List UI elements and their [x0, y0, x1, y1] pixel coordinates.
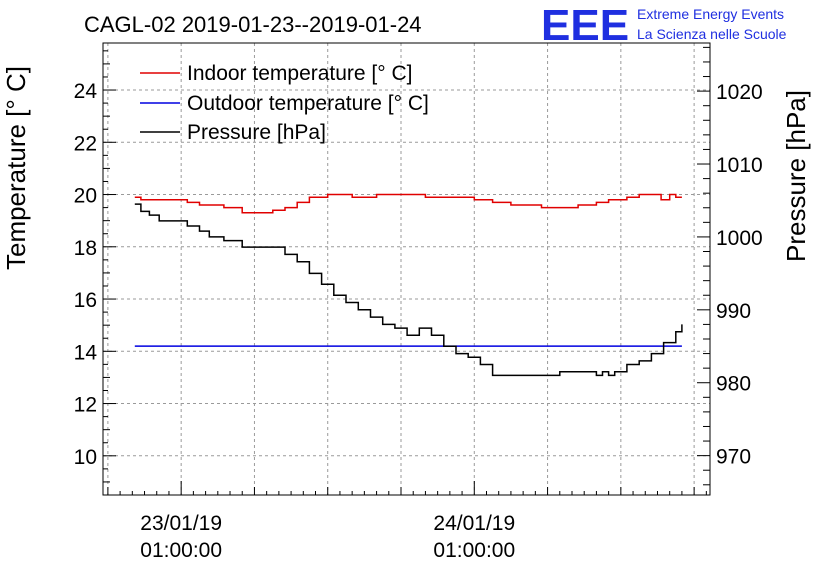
- legend: Indoor temperature [° C] Outdoor temperat…: [140, 62, 429, 144]
- x-tick-label-time-1: 01:00:00: [433, 539, 515, 562]
- y2-tick-label: 990: [716, 300, 751, 323]
- y2-tick-label: 1010: [716, 154, 763, 177]
- x-tick-label-time-0: 01:00:00: [140, 539, 222, 562]
- y-tick-label: 18: [74, 237, 97, 260]
- legend-label-0: Indoor temperature [° C]: [187, 62, 413, 85]
- logo-letters: EEE: [541, 1, 629, 50]
- y-tick-label: 14: [74, 341, 98, 364]
- y-tick-label: 16: [74, 289, 97, 312]
- axes: 10 12 14 16 18 20 22 24 970 980 990 1000 1010 1020 23/…: [74, 46, 763, 562]
- chart-title: CAGL-02 2019-01-23--2019-01-24: [84, 12, 422, 37]
- logo-line-1: Extreme Energy Events: [637, 6, 784, 22]
- y-tick-label: 20: [74, 185, 97, 208]
- legend-label-1: Outdoor temperature [° C]: [187, 92, 429, 115]
- y2-tick-label: 970: [716, 446, 751, 469]
- gridlines: [103, 43, 710, 495]
- series-line-0: [134, 193, 682, 214]
- legend-label-2: Pressure [hPa]: [187, 121, 326, 144]
- y-tick-label: 10: [74, 446, 97, 469]
- eee-logo: EEE Extreme Energy Events La Scienza nel…: [541, 1, 787, 50]
- y-tick-label: 24: [74, 80, 98, 103]
- series-layer: [134, 193, 683, 377]
- y-axis-title: Temperature [° C]: [1, 66, 31, 270]
- y-tick-label: 22: [74, 132, 97, 155]
- y2-tick-label: 1000: [716, 227, 763, 250]
- plot-frame: [102, 42, 711, 496]
- y2-tick-label: 980: [716, 373, 751, 396]
- x-tick-label-date-0: 23/01/19: [140, 512, 222, 535]
- y2-axis-title: Pressure [hPa]: [781, 90, 811, 262]
- y-tick-label: 12: [74, 394, 97, 417]
- series-line-2: [134, 203, 683, 377]
- y2-tick-label: 1020: [716, 81, 763, 104]
- x-tick-label-date-1: 24/01/19: [433, 512, 515, 535]
- logo-line-2: La Scienza nelle Scuole: [637, 26, 787, 42]
